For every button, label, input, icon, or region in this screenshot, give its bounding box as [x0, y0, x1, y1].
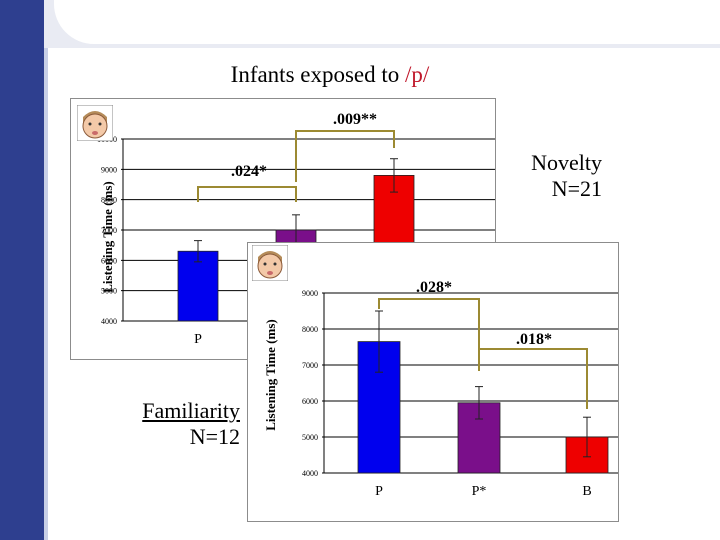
chart-novelty-y-tick-label: 5000 [101, 287, 117, 296]
chart-novelty-y-tick-label: 8000 [101, 196, 117, 205]
chart-familiarity-annotation-right: .018* [516, 331, 552, 348]
chart-novelty-y-axis-label: Listening Time (ms) [100, 181, 115, 293]
chart-novelty-annotation-top: .009** [333, 111, 377, 128]
chart-novelty-legend-title: Novelty [531, 150, 602, 175]
slide-title-highlight: /p/ [405, 62, 430, 87]
chart-novelty-y-tick-label: 4000 [101, 317, 117, 326]
chart-novelty-x-category-label: P [194, 332, 202, 347]
chart-novelty-y-tick-label: 9000 [101, 165, 117, 174]
chart-familiarity-x-category-label: P [375, 484, 383, 499]
baby-face-icon [252, 245, 288, 281]
chart-novelty-y-tick-label: 6000 [101, 256, 117, 265]
chart-familiarity-legend: Familiarity N=12 [110, 398, 240, 450]
chart-familiarity-annotation-top: .028* [416, 279, 452, 296]
chart-familiarity-y-tick-label: 5000 [302, 433, 318, 442]
chart-novelty-legend-n: N=21 [551, 176, 602, 201]
chart-familiarity-significance-bracket [378, 298, 480, 371]
chart-novelty-legend: Novelty N=21 [480, 150, 602, 202]
chart-novelty-bar-p [177, 250, 219, 322]
chart-familiarity-significance-bracket [478, 348, 588, 409]
chart-familiarity-panel: 9000 8000 7000 6000 5000 4000 P P* B Listening T… [247, 242, 619, 522]
chart-familiarity-y-tick-label: 6000 [302, 397, 318, 406]
chart-familiarity-y-tick-label: 8000 [302, 325, 318, 334]
chart-familiarity-legend-title: Familiarity [142, 398, 240, 423]
chart-familiarity-y-tick-label: 9000 [302, 289, 318, 298]
slide-top-curve [54, 0, 720, 44]
chart-familiarity-x-category-label: B [582, 484, 591, 499]
chart-familiarity-y-tick-label: 7000 [302, 361, 318, 370]
chart-novelty-y-tick-label: 7000 [101, 226, 117, 235]
chart-familiarity-svg: 9000 8000 7000 6000 5000 4000 P P* B [302, 289, 618, 499]
chart-familiarity-x-category-label: P* [472, 484, 487, 499]
chart-familiarity-y-tick-label: 4000 [302, 469, 318, 478]
slide-title: Infants exposed to /p/ [0, 62, 660, 88]
chart-novelty-significance-bracket [197, 186, 297, 202]
slide-title-prefix: Infants exposed to [230, 62, 406, 87]
chart-familiarity-y-axis-label: Listening Time (ms) [263, 319, 278, 431]
chart-novelty-annotation-mid: .024* [231, 163, 267, 180]
slide-sidebar-bar [0, 0, 44, 540]
chart-novelty-significance-bracket [295, 130, 395, 182]
slide-sidebar-edge [44, 0, 48, 540]
baby-face-icon [77, 105, 113, 141]
chart-familiarity-legend-n: N=12 [189, 424, 240, 449]
